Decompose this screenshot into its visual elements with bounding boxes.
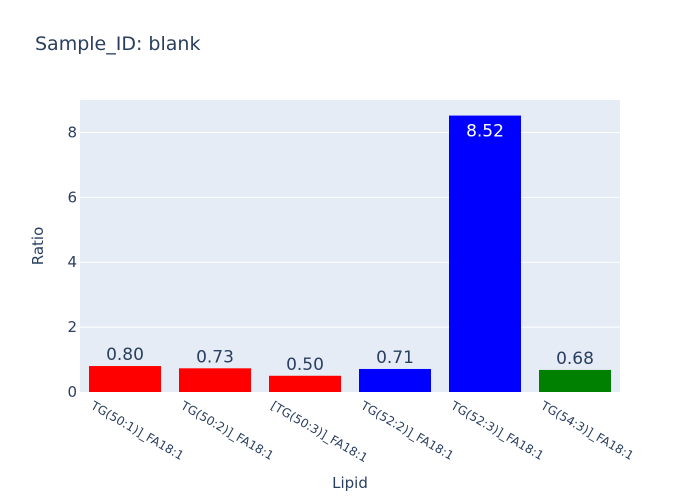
chart-title: Sample_ID: blank (35, 33, 200, 55)
x-tick-label: TG(54:3)]_FA18:1 (538, 398, 636, 463)
bar (449, 115, 521, 392)
y-tick-label: 2 (67, 318, 77, 336)
bar (539, 369, 611, 392)
x-tick-label: TG(52:3)]_FA18:1 (448, 398, 546, 463)
bar-value-label: 0.71 (376, 348, 414, 368)
x-axis-ticks: TG(50:1)]_FA18:1TG(50:2)]_FA18:1[TG(50:3… (88, 398, 636, 465)
y-axis-title: Ratio (29, 227, 47, 266)
bar (179, 368, 251, 392)
bar (359, 368, 431, 392)
y-tick-label: 0 (67, 383, 77, 401)
y-tick-label: 6 (67, 188, 77, 206)
x-tick-label: TG(50:1)]_FA18:1 (88, 398, 186, 463)
y-tick-label: 8 (67, 123, 77, 141)
y-axis-ticks: 0 2 4 6 8 (67, 123, 77, 401)
bar (269, 375, 341, 392)
x-tick-label: TG(52:2)]_FA18:1 (358, 398, 456, 463)
bars (89, 115, 611, 392)
bar-value-label: 0.68 (556, 349, 594, 369)
gridlines (80, 131, 620, 328)
plot-area (80, 100, 620, 392)
x-tick-label: TG(50:2)]_FA18:1 (178, 398, 276, 463)
x-tick-label: [TG(50:3)]_FA18:1 (269, 398, 371, 465)
y-tick-label: 4 (67, 253, 77, 271)
bar-value-label: 8.52 (466, 122, 504, 142)
x-axis-title: Lipid (332, 474, 368, 492)
bar-value-label: 0.73 (196, 347, 234, 367)
bar-value-label: 0.80 (106, 345, 144, 365)
bar (89, 366, 161, 392)
bar-value-label: 0.50 (286, 355, 324, 375)
bar-labels: 0.80 0.73 0.50 0.71 8.52 0.68 (106, 122, 594, 375)
